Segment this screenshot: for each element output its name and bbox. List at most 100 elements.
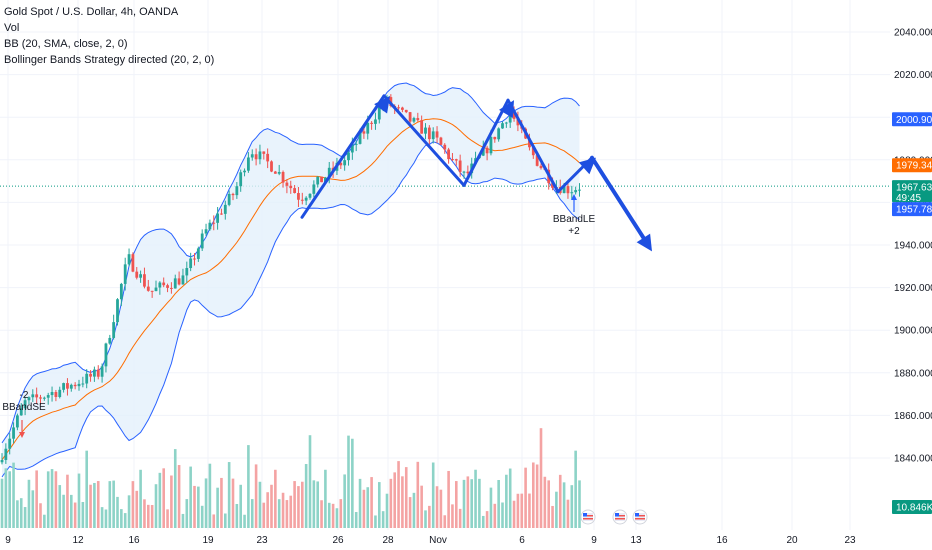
candle <box>227 190 231 207</box>
candle-body <box>293 188 296 194</box>
candle <box>451 153 454 161</box>
candle <box>181 268 185 285</box>
legend-title[interactable]: Gold Spot / U.S. Dollar, 4h, OANDA <box>4 6 179 18</box>
volume-tag: 10.846K <box>892 500 932 514</box>
candle-body <box>531 147 535 156</box>
volume-bar <box>539 428 543 528</box>
volume-bar <box>162 468 165 528</box>
candle <box>254 148 258 166</box>
candle-body <box>158 282 162 288</box>
volume-bar <box>285 500 289 528</box>
candle-body <box>481 147 485 156</box>
volume-bar <box>62 494 65 528</box>
price-axis[interactable]: 2040.0002020.0002000.0001980.0001960.000… <box>894 28 932 465</box>
candle-body <box>239 172 243 187</box>
candle <box>327 162 331 184</box>
candle <box>454 158 458 166</box>
volume-bar <box>147 504 150 528</box>
lower-band-tag-bg <box>892 202 932 217</box>
candle-body <box>181 275 185 285</box>
candle-body <box>227 193 231 205</box>
volume-bar <box>154 484 158 528</box>
legend-volume[interactable]: Vol <box>4 22 20 34</box>
volume-bar <box>416 461 420 528</box>
candle <box>58 386 62 399</box>
candle-body <box>139 274 142 278</box>
volume-bar <box>19 498 23 528</box>
x-tick-label: Nov <box>429 535 447 546</box>
volume-bar <box>308 435 312 528</box>
candle <box>162 277 166 288</box>
candle-body <box>447 149 450 160</box>
candle-body <box>42 397 46 399</box>
countdown-label: 49:45 <box>896 193 921 204</box>
candle <box>427 125 431 145</box>
candle-body <box>270 161 273 172</box>
candle-body <box>119 283 123 300</box>
candle-body <box>93 369 96 377</box>
volume-bar <box>570 485 574 528</box>
candle <box>497 127 501 142</box>
x-tick-label: 12 <box>72 535 84 546</box>
volume-bar <box>474 469 477 528</box>
flag-stripe <box>583 518 593 520</box>
candle-body <box>173 278 177 289</box>
volume-bar <box>254 464 258 528</box>
flag-stripe <box>635 515 645 517</box>
candle-body <box>297 193 300 200</box>
legend-strategy[interactable]: Bollinger Bands Strategy directed (20, 2… <box>4 54 215 66</box>
zigzag-segment <box>462 98 510 187</box>
candle-body <box>570 192 574 194</box>
x-tick-label: 16 <box>716 535 728 546</box>
volume-bar <box>493 503 497 528</box>
candle-body <box>562 186 566 194</box>
volume-bar <box>524 467 527 528</box>
candle <box>166 283 169 293</box>
candle-body <box>451 159 454 161</box>
candle-body <box>35 394 39 398</box>
candle-body <box>247 157 250 171</box>
volume-bar <box>54 471 58 528</box>
candle <box>8 433 12 455</box>
zigzag-segment <box>300 94 386 219</box>
candle-body <box>551 183 554 188</box>
volume-bar <box>266 492 269 528</box>
volume-bar <box>497 480 500 528</box>
candle-body <box>50 392 54 396</box>
bollinger-bands <box>1 82 580 478</box>
candle-body <box>66 383 69 389</box>
volume-bar <box>485 511 489 528</box>
flag-stripe <box>635 518 645 520</box>
zigzag-drawing[interactable] <box>300 94 652 252</box>
candle-body <box>112 322 116 338</box>
legend-bollinger-bands[interactable]: BB (20, SMA, close, 2, 0) <box>4 38 128 50</box>
candle <box>304 196 308 206</box>
candle <box>104 342 108 373</box>
volume-bar <box>347 435 350 528</box>
candle-body <box>196 248 200 259</box>
x-tick-label: 23 <box>256 535 268 546</box>
candle <box>300 192 304 205</box>
last-price-tag: 1967.63049:45 <box>892 180 932 204</box>
candle <box>312 180 316 198</box>
time-axis[interactable]: 9 12 16 19 23 26 28 Nov 6 9 13 16 20 23 <box>5 535 856 546</box>
candle <box>119 282 123 307</box>
upper-band-tag-label: 2000.902 <box>896 115 932 126</box>
candle-body <box>146 286 150 291</box>
us-flag-icon <box>632 509 648 525</box>
candle-body <box>204 229 208 234</box>
candle-body <box>516 118 520 126</box>
candle <box>277 164 281 176</box>
candle-body <box>408 112 412 122</box>
candle-body <box>127 254 131 265</box>
lower-band-line <box>1 141 580 478</box>
volume-bar <box>281 492 285 528</box>
x-tick-label: 20 <box>786 535 798 546</box>
volume-bar <box>135 490 139 528</box>
volume-bar <box>301 481 304 528</box>
candle <box>112 314 116 340</box>
candle <box>458 154 462 177</box>
economic-events[interactable] <box>580 509 648 525</box>
